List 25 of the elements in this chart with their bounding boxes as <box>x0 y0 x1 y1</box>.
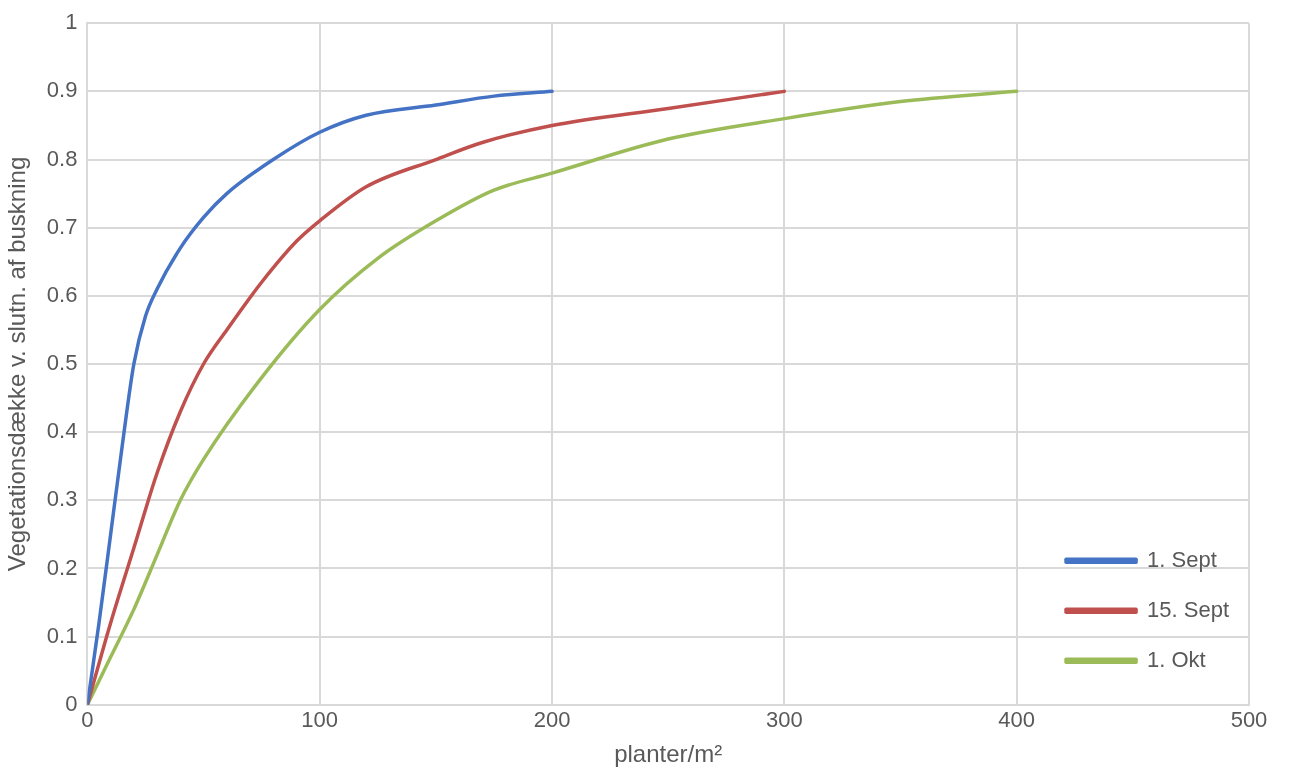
y-tick-label: 0.3 <box>46 486 78 512</box>
y-tick-label: 0.6 <box>46 281 78 307</box>
x-tick-label: 300 <box>765 707 803 733</box>
line-series <box>87 89 1019 705</box>
x-tick-label: 100 <box>301 707 339 733</box>
y-tick-label: 0.5 <box>46 350 78 376</box>
y-tick-label: 0.4 <box>46 418 78 444</box>
line-series <box>87 89 554 705</box>
y-tick-label: 1 <box>65 9 78 35</box>
line-series <box>87 89 787 705</box>
y-tick-label: 0.8 <box>46 145 78 171</box>
legend-label: 15. Sept <box>1147 596 1229 622</box>
x-axis-title: planter/m² <box>614 740 723 768</box>
x-tick-label: 500 <box>1230 707 1268 733</box>
y-tick-label: 0.9 <box>46 77 78 103</box>
x-tick-label: 0 <box>81 707 94 733</box>
y-tick-label: 0 <box>65 690 78 716</box>
x-tick-label: 200 <box>533 707 571 733</box>
y-axis-title: Vegetationsdække v. slutn. af buskning <box>3 156 31 572</box>
legend-label: 1. Okt <box>1147 646 1206 672</box>
legend-label: 1. Sept <box>1147 546 1217 572</box>
y-tick-label: 0.1 <box>46 622 78 648</box>
x-tick-label: 400 <box>998 707 1036 733</box>
y-tick-label: 0.2 <box>46 554 78 580</box>
y-tick-label: 0.7 <box>46 213 78 239</box>
